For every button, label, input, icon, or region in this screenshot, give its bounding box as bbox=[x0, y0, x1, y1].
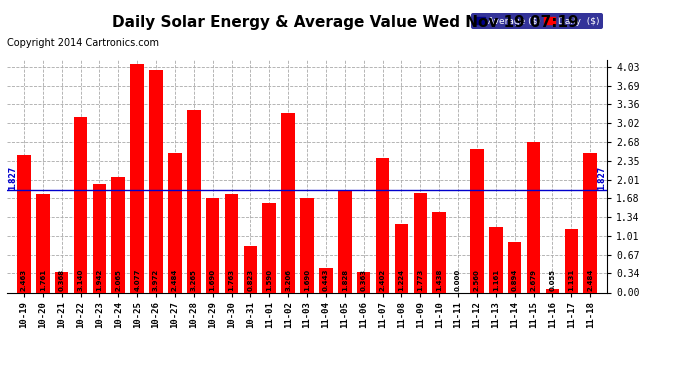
Bar bbox=[433, 212, 446, 292]
Bar bbox=[508, 242, 522, 292]
Bar bbox=[112, 177, 125, 292]
Legend: Average ($), Daily  ($): Average ($), Daily ($) bbox=[471, 13, 602, 28]
Text: Copyright 2014 Cartronics.com: Copyright 2014 Cartronics.com bbox=[7, 38, 159, 48]
Bar bbox=[413, 193, 427, 292]
Bar bbox=[584, 153, 597, 292]
Text: 2.560: 2.560 bbox=[474, 270, 480, 291]
Text: 1.827: 1.827 bbox=[597, 166, 606, 190]
Text: 1.828: 1.828 bbox=[342, 269, 348, 291]
Text: 2.402: 2.402 bbox=[380, 269, 386, 291]
Text: 2.065: 2.065 bbox=[115, 270, 121, 291]
Bar bbox=[244, 246, 257, 292]
Text: 3.265: 3.265 bbox=[191, 270, 197, 291]
Bar bbox=[376, 158, 389, 292]
Text: 0.823: 0.823 bbox=[248, 269, 253, 291]
Bar bbox=[92, 184, 106, 292]
Bar bbox=[206, 198, 219, 292]
Text: 4.077: 4.077 bbox=[134, 269, 140, 291]
Text: 1.773: 1.773 bbox=[417, 269, 423, 291]
Bar bbox=[130, 64, 144, 292]
Text: 1.827: 1.827 bbox=[8, 166, 17, 190]
Text: 2.679: 2.679 bbox=[531, 269, 537, 291]
Text: 0.368: 0.368 bbox=[59, 269, 65, 291]
Bar bbox=[225, 194, 238, 292]
Bar bbox=[168, 153, 181, 292]
Text: 0.055: 0.055 bbox=[549, 269, 555, 291]
Bar bbox=[319, 268, 333, 292]
Text: 1.761: 1.761 bbox=[40, 269, 46, 291]
Text: 3.972: 3.972 bbox=[153, 269, 159, 291]
Bar bbox=[55, 272, 68, 292]
Bar bbox=[526, 142, 540, 292]
Bar bbox=[489, 228, 502, 292]
Bar bbox=[338, 190, 352, 292]
Text: 0.363: 0.363 bbox=[361, 269, 366, 291]
Text: 0.443: 0.443 bbox=[323, 269, 329, 291]
Bar bbox=[17, 154, 30, 292]
Text: 1.590: 1.590 bbox=[266, 269, 273, 291]
Text: 3.206: 3.206 bbox=[285, 269, 291, 291]
Bar bbox=[470, 149, 484, 292]
Text: 1.763: 1.763 bbox=[228, 269, 235, 291]
Text: 2.484: 2.484 bbox=[587, 269, 593, 291]
Bar bbox=[149, 70, 163, 292]
Text: Daily Solar Energy & Average Value Wed Nov 19 07:19: Daily Solar Energy & Average Value Wed N… bbox=[112, 15, 578, 30]
Bar bbox=[395, 224, 408, 292]
Bar bbox=[282, 113, 295, 292]
Text: 1.438: 1.438 bbox=[436, 269, 442, 291]
Bar bbox=[36, 194, 50, 292]
Text: 3.140: 3.140 bbox=[77, 269, 83, 291]
Text: 1.942: 1.942 bbox=[97, 269, 102, 291]
Bar bbox=[357, 272, 371, 292]
Text: 1.131: 1.131 bbox=[569, 269, 574, 291]
Text: 0.894: 0.894 bbox=[512, 269, 518, 291]
Text: 1.690: 1.690 bbox=[304, 269, 310, 291]
Text: 1.690: 1.690 bbox=[210, 269, 216, 291]
Bar bbox=[262, 203, 276, 292]
Text: 1.224: 1.224 bbox=[398, 269, 404, 291]
Text: 2.484: 2.484 bbox=[172, 269, 178, 291]
Bar bbox=[74, 117, 88, 292]
Bar bbox=[300, 198, 314, 292]
Bar bbox=[546, 290, 560, 292]
Text: 2.463: 2.463 bbox=[21, 269, 27, 291]
Text: 1.161: 1.161 bbox=[493, 269, 499, 291]
Bar bbox=[187, 110, 201, 292]
Text: 0.000: 0.000 bbox=[455, 269, 461, 291]
Bar bbox=[564, 229, 578, 292]
